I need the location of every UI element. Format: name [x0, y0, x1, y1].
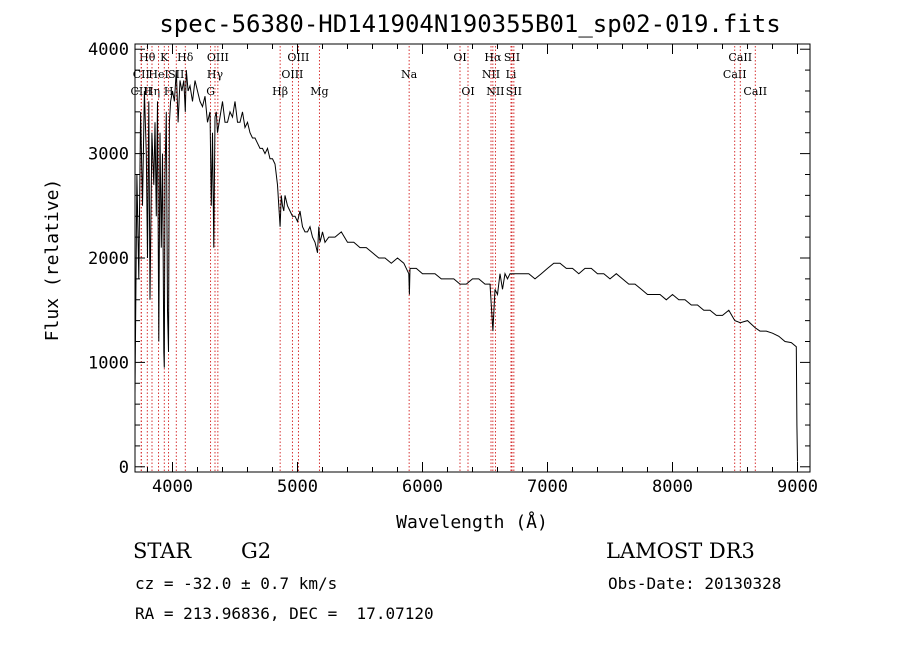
- y-tick-label: 3000: [88, 145, 129, 165]
- y-axis-label: Flux (relative): [42, 179, 63, 342]
- spectral-line-markers: HθCIICIIIHηHeIKHSIIHδGHγOIIIHβOIIIOIIIMg…: [131, 46, 767, 472]
- line-marker-label: OI: [461, 85, 474, 98]
- survey-name: LAMOST DR3: [606, 539, 755, 563]
- object-subclass: G2: [241, 539, 272, 563]
- line-marker-label: OIII: [207, 51, 229, 64]
- line-marker-label: Hδ: [177, 51, 194, 64]
- x-tick-label: 6000: [402, 477, 443, 497]
- line-marker-label: H: [164, 85, 174, 98]
- line-marker-label: NII: [482, 68, 500, 81]
- line-marker-label: CaII: [723, 68, 747, 81]
- y-tick-label: 1000: [88, 353, 129, 373]
- x-tick-label: 5000: [277, 477, 318, 497]
- line-marker-label: SII: [506, 85, 522, 98]
- y-tick-label: 2000: [88, 249, 129, 269]
- line-marker-label: HeI: [148, 68, 168, 81]
- x-tick-label: 9000: [777, 477, 818, 497]
- line-marker-label: Hγ: [207, 68, 224, 81]
- line-marker-label: Hη: [144, 85, 160, 98]
- line-marker-label: Hα: [484, 51, 502, 64]
- coords-text: RA = 213.96836, DEC = 17.07120: [135, 604, 434, 623]
- line-marker-label: CaII: [728, 51, 752, 64]
- axis-ticks: 4000 5000 6000 7000 8000 9000 0 1000 2000 3000 400…: [88, 40, 818, 497]
- y-tick-label: 0: [119, 458, 129, 478]
- object-class: STAR: [133, 539, 192, 563]
- x-tick-label: 8000: [652, 477, 693, 497]
- line-marker-label: NII: [486, 85, 504, 98]
- line-marker-label: OIII: [281, 68, 303, 81]
- line-marker-label: Mg: [310, 85, 328, 98]
- x-tick-label: 4000: [152, 477, 193, 497]
- line-marker-label: CaII: [743, 85, 767, 98]
- chart-title: spec-56380-HD141904N190355B01_sp02-019.f…: [159, 10, 780, 38]
- obs-date-text: Obs-Date: 20130328: [608, 574, 782, 593]
- line-marker-label: Hθ: [139, 51, 156, 64]
- redshift-text: cz = -32.0 ± 0.7 km/s: [135, 574, 338, 593]
- line-marker-label: K: [160, 51, 169, 64]
- line-marker-label: Li: [506, 68, 517, 81]
- line-marker-label: Hβ: [272, 85, 288, 98]
- line-marker-label: OIII: [287, 51, 309, 64]
- x-axis-label: Wavelength (Å): [396, 511, 548, 533]
- y-tick-label: 4000: [88, 40, 129, 60]
- line-marker-label: G: [206, 85, 215, 98]
- line-marker-label: SII: [504, 51, 520, 64]
- spectrum-series-line: [134, 70, 798, 462]
- line-marker-label: Na: [401, 68, 418, 81]
- line-marker-label: OI: [453, 51, 466, 64]
- x-tick-label: 7000: [527, 477, 568, 497]
- line-marker-label: CIII: [131, 85, 152, 98]
